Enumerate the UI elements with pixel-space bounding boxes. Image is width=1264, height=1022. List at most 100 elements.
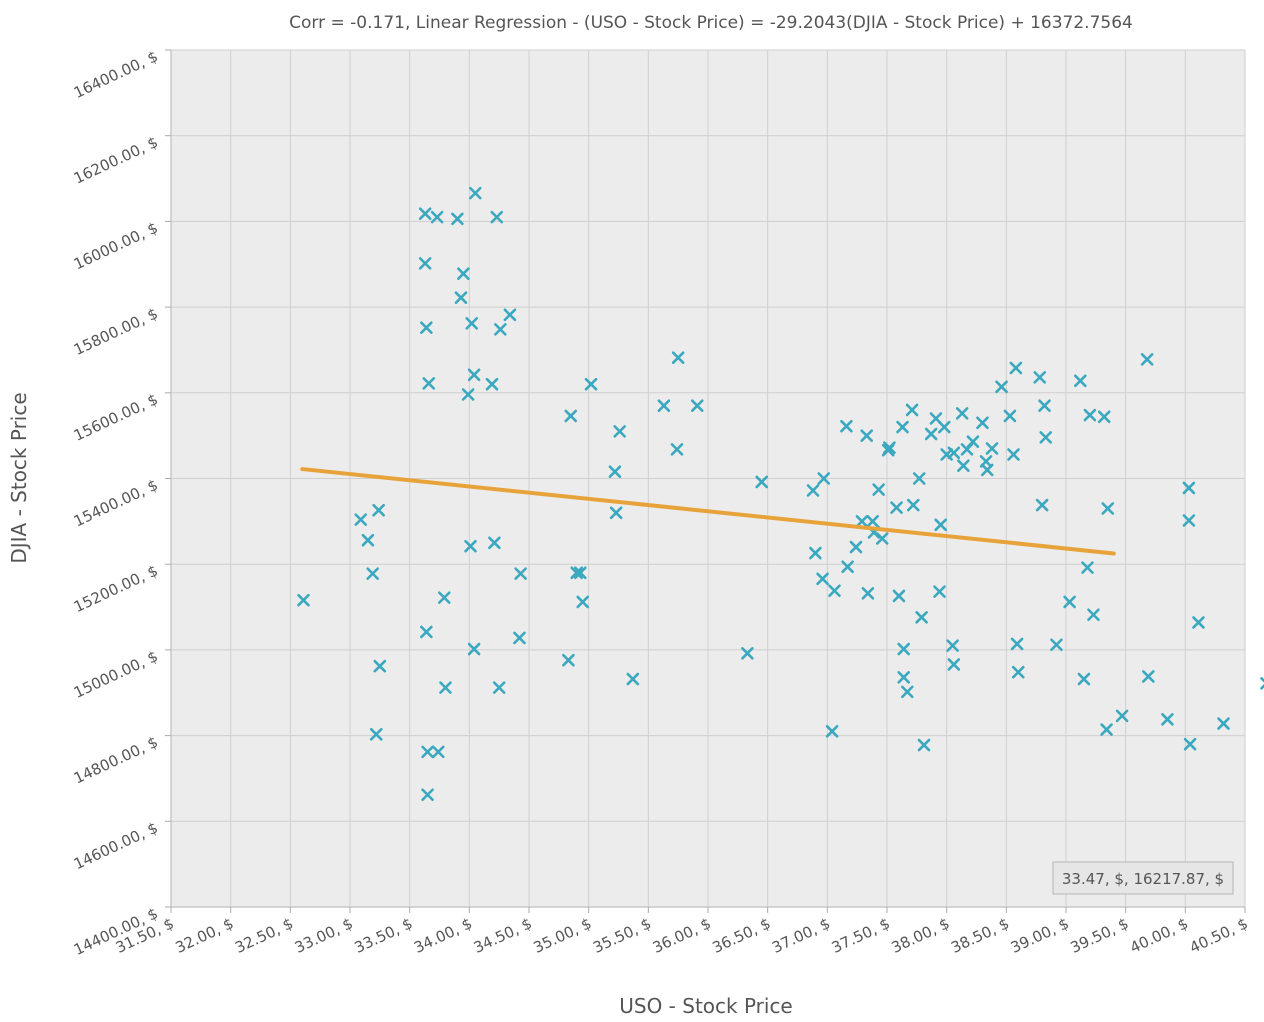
data-point	[418, 257, 432, 270]
x-tick-label: 40.50, $	[1187, 914, 1251, 957]
data-point	[1063, 595, 1076, 609]
data-point	[976, 416, 989, 430]
chart-title: Corr = -0.171, Linear Regression - (USO …	[289, 13, 1133, 33]
data-point	[1009, 361, 1023, 375]
data-point	[855, 515, 869, 528]
data-point	[1182, 481, 1196, 495]
data-point	[933, 585, 946, 598]
x-tick-label: 40.00, $	[1127, 914, 1191, 957]
data-point	[1010, 637, 1024, 651]
data-points	[297, 186, 1264, 802]
x-tick-label: 36.00, $	[650, 914, 714, 957]
crosshair-readout-box	[1052, 861, 1234, 895]
data-point	[372, 503, 385, 517]
x-tick-label: 39.50, $	[1068, 914, 1132, 957]
data-point	[369, 728, 383, 741]
x-tick-label: 37.00, $	[769, 914, 833, 957]
y-tick-label: 16000.00, $	[71, 219, 161, 274]
data-point	[1260, 677, 1264, 690]
data-point	[906, 498, 920, 512]
y-tick-label: 15800.00, $	[71, 304, 161, 359]
data-point	[1115, 709, 1129, 723]
data-point	[755, 475, 769, 489]
data-point	[454, 291, 468, 304]
data-point	[1161, 713, 1174, 726]
data-point	[947, 446, 961, 460]
data-point	[912, 472, 926, 485]
data-point	[861, 587, 875, 600]
x-tick-label: 39.00, $	[1008, 914, 1072, 957]
data-point	[430, 210, 444, 224]
data-point	[451, 212, 464, 226]
y-tick-label: 15600.00, $	[71, 390, 161, 445]
data-point	[1003, 409, 1017, 423]
data-point	[1077, 672, 1091, 686]
data-point	[872, 483, 885, 496]
y-tick-label: 14600.00, $	[71, 819, 161, 874]
data-point	[467, 642, 481, 656]
data-point	[494, 323, 507, 336]
data-point	[1033, 371, 1047, 384]
data-point	[461, 388, 475, 401]
data-point	[840, 419, 853, 433]
data-point	[817, 472, 831, 485]
data-point	[297, 593, 310, 607]
y-axis-ticks: 14400.00, $14600.00, $14800.00, $15000.0…	[71, 47, 171, 959]
data-point	[1097, 410, 1111, 424]
data-point	[1083, 408, 1097, 422]
data-point	[657, 399, 671, 412]
data-point	[467, 368, 481, 382]
data-point	[457, 267, 470, 280]
data-point	[924, 427, 938, 441]
data-point	[1217, 717, 1230, 730]
x-tick-label: 32.50, $	[232, 914, 296, 957]
data-point	[1007, 448, 1020, 461]
data-point	[1087, 608, 1100, 622]
data-point	[816, 572, 829, 586]
x-tick-label: 35.50, $	[590, 914, 654, 957]
data-point	[366, 567, 379, 580]
data-point	[626, 672, 640, 686]
data-point	[841, 560, 854, 574]
data-point	[361, 533, 375, 547]
data-point	[1182, 514, 1196, 527]
x-axis-ticks: 31.50, $32.00, $32.50, $33.00, $33.50, $…	[113, 907, 1251, 957]
data-point	[468, 186, 482, 200]
data-point	[980, 463, 994, 477]
data-point	[1050, 638, 1063, 652]
y-tick-label: 14800.00, $	[71, 733, 161, 788]
y-tick-label: 15200.00, $	[71, 562, 161, 617]
data-point	[883, 441, 896, 454]
data-point	[570, 566, 584, 580]
data-point	[608, 465, 622, 478]
data-point	[896, 420, 909, 434]
x-tick-label: 32.00, $	[173, 914, 237, 957]
data-point	[490, 210, 504, 224]
data-point	[1192, 616, 1205, 629]
data-point	[421, 788, 434, 802]
data-point	[422, 377, 436, 390]
data-point	[915, 611, 928, 624]
data-point	[432, 745, 445, 759]
data-point	[809, 546, 822, 560]
data-point	[897, 671, 911, 684]
data-point	[564, 409, 578, 423]
data-point	[488, 536, 501, 550]
data-point	[1011, 665, 1025, 679]
x-tick-label: 36.50, $	[710, 914, 774, 957]
x-tick-label: 37.50, $	[829, 914, 893, 957]
x-axis-title: USO - Stock Price	[619, 994, 793, 1018]
data-point	[1101, 502, 1115, 515]
data-point	[1100, 723, 1113, 736]
data-point	[892, 589, 906, 603]
x-tick-label: 33.50, $	[352, 914, 416, 957]
data-point	[917, 738, 931, 752]
data-point	[513, 631, 526, 645]
data-point	[1035, 498, 1049, 512]
data-point	[1074, 374, 1087, 388]
x-tick-label: 34.00, $	[411, 914, 475, 957]
data-point	[957, 459, 970, 472]
data-point	[465, 317, 479, 330]
data-point	[418, 207, 432, 220]
